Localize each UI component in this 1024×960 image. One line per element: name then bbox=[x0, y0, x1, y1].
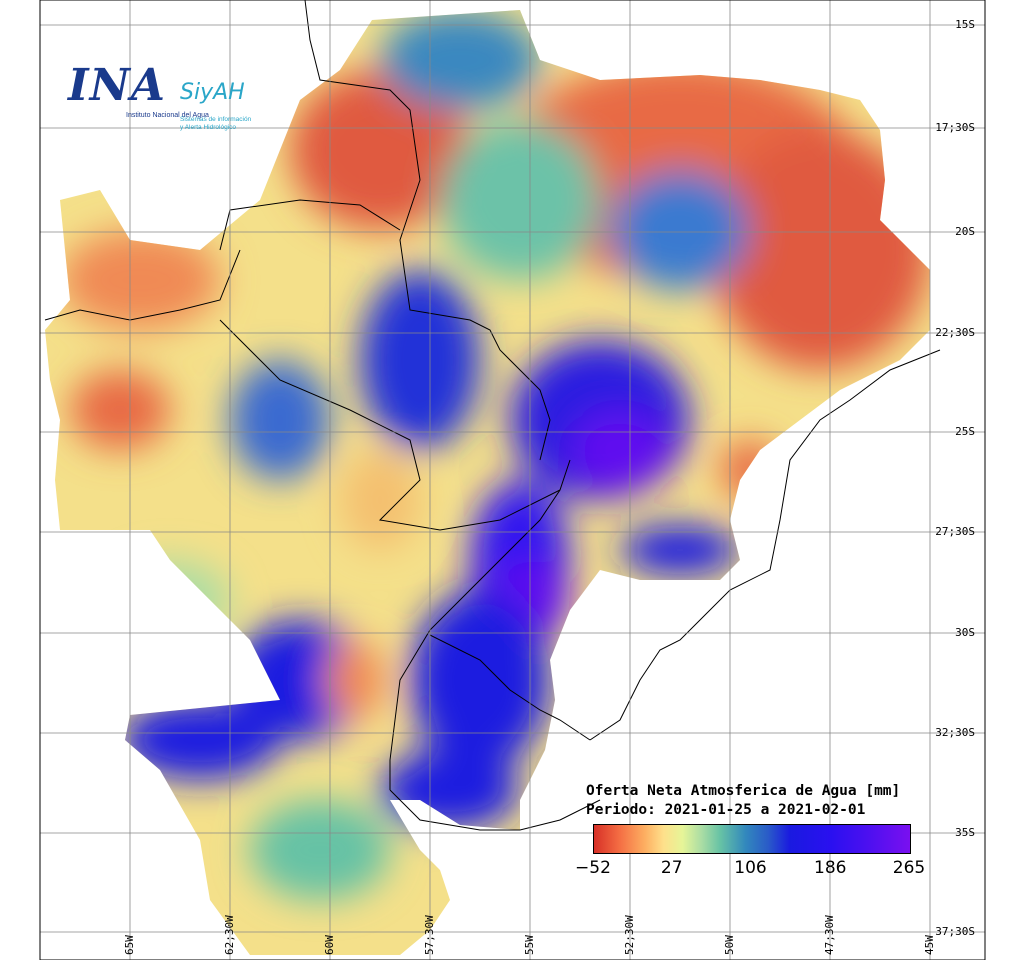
logo-siyah-text: SiyAH bbox=[180, 80, 245, 105]
longitude-label: 62;30W bbox=[223, 915, 236, 955]
logo-system-text: Sistemas de información y Alerta Hidroló… bbox=[180, 116, 252, 131]
colorbar bbox=[593, 824, 911, 854]
latitude-label: 32;30S bbox=[935, 726, 975, 739]
colorbar-tick-label: 186 bbox=[814, 858, 847, 878]
latitude-label: 30S bbox=[955, 626, 975, 639]
legend-period: Periodo: 2021-01-25 a 2021-02-01 bbox=[586, 802, 866, 818]
logo-institute-text: Instituto Nacional del Agua bbox=[126, 112, 209, 119]
longitude-label: 47;30W bbox=[823, 915, 836, 955]
latitude-label: 20S bbox=[955, 225, 975, 238]
legend-title: Oferta Neta Atmosferica de Agua [mm] bbox=[586, 783, 901, 799]
latitude-label: 35S bbox=[955, 826, 975, 839]
latitude-label: 27;30S bbox=[935, 525, 975, 538]
colorbar-tick-label: −52 bbox=[575, 858, 611, 878]
ina-siyah-logo: INA SiyAH Instituto Nacional del Agua Si… bbox=[62, 50, 272, 140]
longitude-label: 65W bbox=[123, 935, 136, 955]
longitude-label: 55W bbox=[523, 935, 536, 955]
latitude-label: 15S bbox=[955, 18, 975, 31]
longitude-label: 52;30W bbox=[623, 915, 636, 955]
latitude-label: 17;30S bbox=[935, 121, 975, 134]
colorbar-tick-label: 265 bbox=[892, 858, 926, 878]
longitude-label: 45W bbox=[923, 935, 936, 955]
colorbar-tick-label: 27 bbox=[660, 858, 683, 878]
latitude-label: 22;30S bbox=[935, 326, 975, 339]
longitude-label: 50W bbox=[723, 935, 736, 955]
latitude-label: 37;30S bbox=[935, 925, 975, 938]
logo-ina-text: INA bbox=[68, 60, 166, 111]
colorbar-tick-label: 106 bbox=[734, 858, 767, 878]
longitude-label: 57;30W bbox=[423, 915, 436, 955]
latitude-label: 25S bbox=[955, 425, 975, 438]
longitude-label: 60W bbox=[323, 935, 336, 955]
